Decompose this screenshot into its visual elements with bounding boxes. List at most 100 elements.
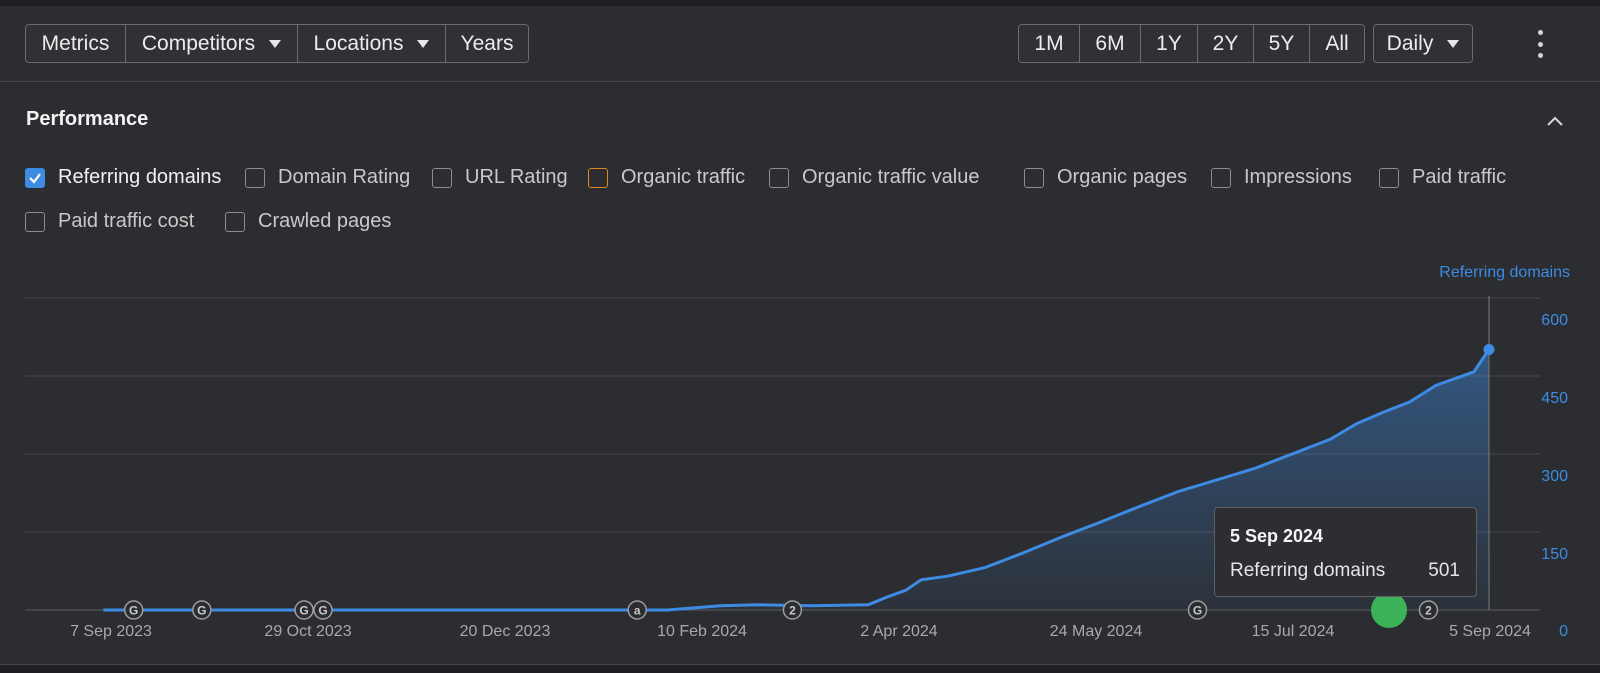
tab-years-label: Years — [460, 31, 514, 55]
checkbox-icon[interactable] — [1024, 167, 1044, 188]
vertical-ellipsis-icon[interactable] — [1534, 30, 1546, 58]
granularity-select[interactable]: Daily — [1374, 25, 1472, 62]
checkbox-icon[interactable] — [1211, 167, 1231, 188]
tab-metrics-label: Metrics — [41, 31, 110, 55]
annotation-marker-g[interactable]: G — [123, 600, 144, 620]
caret-down-icon — [1447, 39, 1460, 48]
checkbox-icon[interactable] — [225, 211, 245, 232]
checkbox-icon[interactable] — [1379, 167, 1399, 188]
y-tick-label: 0 — [1559, 623, 1568, 640]
y-tick-label: 600 — [1541, 312, 1568, 329]
range-label: All — [1325, 31, 1349, 55]
annotation-marker-2[interactable]: 2 — [1418, 600, 1439, 620]
metric-paid-traffic[interactable]: Paid traffic — [1379, 166, 1506, 189]
metric-label: Organic traffic value — [802, 166, 980, 188]
metric-label: Organic traffic — [621, 166, 746, 188]
y-tick-label: 300 — [1541, 468, 1568, 485]
range-1m-button[interactable]: 1M — [1019, 25, 1080, 62]
range-2y-button[interactable]: 2Y — [1198, 25, 1254, 62]
y-axis-title: Referring domains — [1439, 264, 1570, 281]
caret-down-icon — [417, 39, 430, 48]
x-tick-label: 7 Sep 2023 — [70, 623, 152, 640]
range-label: 2Y — [1212, 31, 1239, 55]
metric-url-rating[interactable]: URL Rating — [432, 166, 568, 189]
tab-competitors-label: Competitors — [141, 31, 256, 55]
metric-domain-rating[interactable]: Domain Rating — [245, 166, 410, 189]
metric-label: Referring domains — [58, 166, 222, 188]
checkbox-icon[interactable] — [432, 167, 452, 188]
panel-bottom-edge — [0, 664, 1600, 673]
range-label: 1Y — [1156, 31, 1182, 55]
granularity-label: Daily — [1386, 31, 1434, 55]
annotation-marker-a[interactable]: a — [627, 600, 647, 620]
annotation-label: G — [318, 604, 327, 618]
range-label: 5Y — [1268, 31, 1295, 55]
checkbox-icon[interactable] — [588, 167, 608, 188]
range-1y-button[interactable]: 1Y — [1141, 25, 1198, 62]
annotation-label: 2 — [789, 604, 796, 618]
tab-locations[interactable]: Locations — [298, 25, 446, 62]
metric-label: Impressions — [1244, 166, 1352, 188]
annotation-marker-g[interactable]: G — [192, 600, 212, 620]
metric-crawled-pages[interactable]: Crawled pages — [225, 210, 391, 233]
checkbox-icon[interactable] — [769, 167, 789, 188]
tab-years[interactable]: Years — [446, 25, 528, 62]
view-tabs: Metrics Competitors Locations Years — [25, 24, 529, 63]
caret-down-icon — [269, 39, 282, 48]
annotation-marker-2[interactable]: 2 — [782, 600, 803, 620]
window-edge — [0, 0, 1600, 6]
annotation-label: a — [634, 604, 641, 618]
annotation-marker-g[interactable]: G — [313, 600, 333, 620]
metric-label: Organic pages — [1057, 166, 1188, 188]
granularity-dropdown[interactable]: Daily — [1373, 24, 1473, 63]
metric-label: URL Rating — [465, 166, 568, 188]
metric-label: Crawled pages — [258, 210, 392, 232]
tooltip-value: 501 — [1428, 560, 1460, 581]
annotation-label: G — [197, 604, 206, 618]
checkbox-icon[interactable] — [245, 167, 265, 188]
metric-referring-domains[interactable]: Referring domains — [25, 166, 221, 189]
metric-paid-traffic-cost[interactable]: Paid traffic cost — [25, 210, 194, 233]
chart-tooltip: 5 Sep 2024 Referring domains 501 — [1214, 507, 1477, 597]
annotation-label: G — [1193, 604, 1202, 618]
annotation-marker-g[interactable]: G — [294, 600, 314, 620]
metric-label: Paid traffic cost — [58, 210, 195, 232]
annotation-marker-g[interactable]: G — [1187, 600, 1208, 620]
metric-impressions[interactable]: Impressions — [1211, 166, 1352, 189]
annotation-label: G — [299, 604, 308, 618]
green-event-marker[interactable] — [1371, 592, 1407, 628]
tab-metrics[interactable]: Metrics — [26, 25, 126, 62]
x-tick-label: 15 Jul 2024 — [1251, 623, 1335, 640]
tooltip-date: 5 Sep 2024 — [1230, 526, 1324, 546]
metric-organic-traffic-value[interactable]: Organic traffic value — [769, 166, 980, 189]
metric-organic-traffic[interactable]: Organic traffic — [588, 166, 745, 189]
tab-locations-label: Locations — [313, 31, 404, 55]
y-tick-label: 150 — [1541, 546, 1568, 563]
x-tick-label: 2 Apr 2024 — [860, 623, 938, 640]
metric-label: Domain Rating — [278, 166, 411, 188]
range-label: 1M — [1034, 31, 1064, 55]
y-tick-label: 450 — [1541, 390, 1568, 407]
annotation-label: 2 — [1425, 604, 1432, 618]
x-tick-label: 10 Feb 2024 — [657, 623, 747, 640]
checkbox-icon[interactable] — [25, 211, 45, 232]
series-endpoint — [1483, 343, 1495, 355]
section-title: Performance — [26, 108, 149, 130]
range-6m-button[interactable]: 6M — [1080, 25, 1141, 62]
x-tick-label: 20 Dec 2023 — [459, 623, 551, 640]
tab-competitors[interactable]: Competitors — [126, 25, 298, 62]
range-all-button[interactable]: All — [1310, 25, 1364, 62]
date-range-selector: 1M 6M 1Y 2Y 5Y All — [1018, 24, 1365, 63]
tooltip-label: Referring domains — [1230, 560, 1386, 581]
range-label: 6M — [1095, 31, 1125, 55]
annotation-label: G — [129, 604, 138, 618]
range-5y-button[interactable]: 5Y — [1254, 25, 1310, 62]
x-tick-label: 29 Oct 2023 — [264, 623, 352, 640]
x-tick-label: 5 Sep 2024 — [1449, 623, 1531, 640]
toolbar: Metrics Competitors Locations Years 1M 6… — [0, 0, 1600, 82]
metric-label: Paid traffic — [1412, 166, 1507, 188]
metric-organic-pages[interactable]: Organic pages — [1024, 166, 1187, 189]
checkbox-checked-icon[interactable] — [25, 167, 45, 188]
chevron-up-icon[interactable] — [1546, 112, 1564, 130]
x-tick-label: 24 May 2024 — [1049, 623, 1143, 640]
